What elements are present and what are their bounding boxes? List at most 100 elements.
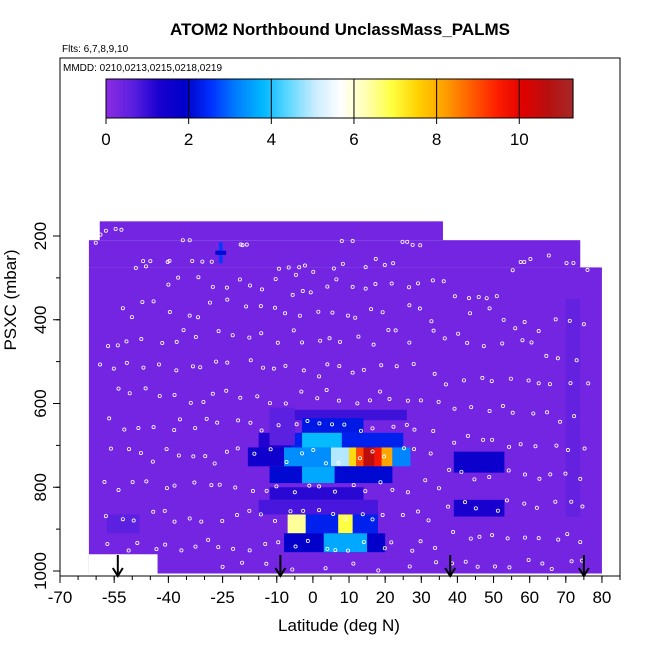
colorbar-segment [360,79,364,118]
data-dot [174,339,179,344]
colorbar-segment [472,79,476,118]
x-tick-label: 30 [412,588,431,607]
colorbar-segment [143,79,147,118]
colorbar-segment [479,79,483,118]
heatmap-cell [302,466,335,484]
data-dot [116,386,121,391]
colorbar-segment [225,79,229,118]
data-dot [106,344,111,349]
domain-hole [587,240,602,266]
data-dot [463,559,468,564]
data-dot [196,315,201,320]
heatmap-cell [453,499,505,517]
colorbar-segment [486,79,490,118]
data-dot [563,471,568,476]
data-dot [369,307,374,312]
data-dot [196,275,201,280]
data-dot [536,381,541,386]
data-dot [240,560,245,565]
y-tick-label: 800 [31,473,50,501]
data-dot [311,448,316,453]
data-dot [526,378,531,383]
colorbar-segment [183,79,186,118]
data-dot [276,540,281,545]
data-dot [193,335,198,340]
colorbar-segment [449,79,453,118]
colorbar-segment [484,79,488,118]
data-dot [224,449,229,454]
data-dot [120,517,125,522]
data-dot [337,339,342,344]
colorbar-segment [507,79,511,118]
colorbar-segment [318,79,322,118]
data-dot [271,366,276,371]
data-dot [136,425,141,430]
data-dot [209,483,214,488]
data-dot [324,388,329,393]
data-dot [327,336,332,341]
data-dot [316,309,321,314]
data-dot [138,450,143,455]
colorbar-segment [234,79,238,118]
colorbar-segment [439,79,443,118]
colorbar-segment [474,79,478,118]
data-dot [333,548,338,553]
data-dot [193,426,198,431]
data-dot [477,534,482,539]
data-dot [127,447,132,452]
colorbar-segment [358,79,362,118]
data-dot [508,376,513,381]
data-dot [318,338,323,343]
data-dot [572,414,577,419]
data-dot [339,239,344,244]
colorbar-segment [162,79,165,118]
x-tick-label: -10 [264,588,289,607]
colorbar-segment [432,79,436,118]
data-dot [489,379,494,384]
data-dot [198,365,203,370]
data-dot [248,283,253,288]
heatmap-cell [258,499,378,515]
data-dot [317,508,322,513]
data-dot [293,544,298,549]
colorbar-segment [418,79,422,118]
data-dot [201,399,206,404]
data-dot [356,334,361,339]
data-dot [390,487,395,492]
colorbar-segment [416,79,420,118]
colorbar-segment [549,79,553,118]
data-dot [544,353,549,358]
data-dot [387,397,392,402]
data-dot [259,287,264,292]
colorbar-segment [316,79,320,118]
colorbar-segment [540,79,544,118]
data-dot [531,411,536,416]
data-dot [494,294,499,299]
data-dot [238,395,243,400]
data-dot [247,335,252,340]
data-dot [164,486,169,491]
data-dot [126,548,131,553]
colorbar-segment [570,79,574,118]
colorbar-tick-label: 2 [184,130,193,149]
colorbar-segment [120,79,123,118]
data-dot [446,504,451,509]
data-dot [522,535,527,540]
data-dot [210,284,215,289]
x-tick-label: -70 [48,588,73,607]
colorbar-segment [519,79,523,118]
data-dot [469,405,474,410]
data-dot [135,540,140,545]
chart-note: MMDD: 0210,0213,0215,0218,0219 [63,63,222,74]
colorbar-segment [194,79,198,118]
colorbar-segment [383,79,387,118]
data-dot [299,389,304,394]
colorbar-segment [302,79,306,118]
colorbar-segment [262,79,266,118]
data-dot [103,228,108,233]
data-dot [476,295,481,300]
colorbar-segment [222,79,226,118]
colorbar-segment [164,79,168,118]
domain-hole [88,554,158,574]
colorbar-segment [197,79,200,118]
